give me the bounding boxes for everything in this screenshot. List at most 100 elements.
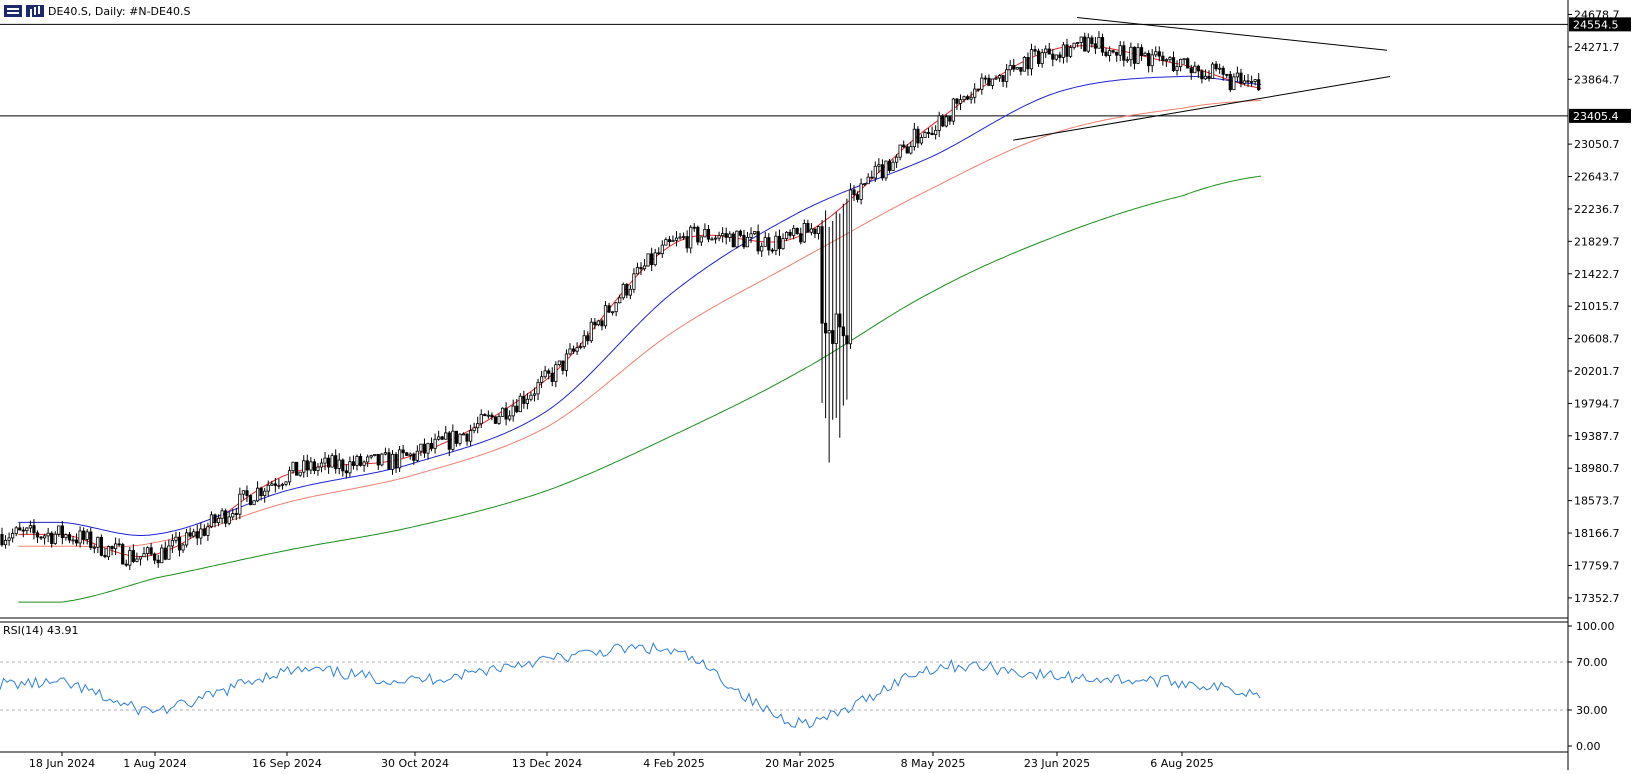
- candle: [405, 452, 409, 456]
- candle-body: [461, 433, 466, 436]
- candle: [1207, 70, 1211, 82]
- candle: [1001, 75, 1005, 88]
- candle: [177, 531, 182, 557]
- candle: [1150, 48, 1154, 73]
- candle: [1250, 75, 1254, 87]
- candle: [1044, 45, 1048, 58]
- candle-body: [955, 98, 959, 104]
- candle-body: [547, 370, 551, 374]
- candle-body: [820, 226, 824, 324]
- rsi-tick-label: 0.00: [1576, 740, 1601, 753]
- candle-body: [674, 237, 679, 241]
- candle-body: [35, 532, 40, 538]
- candle-body: [1193, 65, 1197, 74]
- candle-body: [28, 525, 33, 529]
- candle: [866, 173, 870, 185]
- candle-body: [550, 372, 554, 382]
- candle-body: [248, 495, 253, 506]
- candle: [149, 542, 153, 556]
- candle-body: [831, 330, 835, 344]
- candle-body: [738, 230, 743, 236]
- candle-body: [163, 547, 167, 560]
- candle: [39, 535, 43, 540]
- candle-body: [813, 228, 817, 234]
- candle-body: [1104, 51, 1108, 57]
- candle: [575, 342, 579, 355]
- candle: [479, 409, 483, 428]
- candle: [674, 231, 679, 247]
- candle: [884, 160, 888, 181]
- candle-body: [639, 267, 643, 270]
- candle-body: [1250, 81, 1254, 83]
- candle: [980, 73, 984, 95]
- candle: [1200, 69, 1204, 84]
- candle-body: [96, 536, 100, 548]
- candle-body: [500, 407, 505, 417]
- candle: [1122, 41, 1126, 67]
- candle: [692, 223, 696, 232]
- candle-body: [160, 547, 164, 564]
- candle: [92, 544, 96, 554]
- candle-body: [32, 525, 36, 534]
- candle-body: [1090, 37, 1094, 45]
- candle-body: [366, 456, 370, 463]
- candle-body: [131, 550, 135, 562]
- indicator-icon[interactable]: [26, 5, 44, 17]
- candle-body: [685, 236, 689, 249]
- candle: [454, 430, 459, 447]
- ma-green-line: [18, 175, 1262, 603]
- candle-body: [1076, 42, 1080, 44]
- time-tick-label: 13 Dec 2024: [512, 757, 582, 770]
- candle: [103, 548, 107, 559]
- candle-body: [341, 459, 345, 472]
- candle-body: [71, 539, 75, 542]
- candle-body: [1068, 47, 1073, 57]
- candle-body: [944, 116, 948, 127]
- price-tick-label: 21422.7: [1574, 268, 1620, 281]
- candle: [295, 461, 299, 476]
- candle: [280, 482, 285, 490]
- candle: [926, 128, 931, 138]
- candle: [170, 534, 174, 554]
- time-tick-label: 8 May 2025: [901, 757, 966, 770]
- candle: [241, 490, 245, 500]
- chart-menu-icon[interactable]: [4, 5, 22, 17]
- candle: [813, 228, 817, 239]
- candle: [216, 514, 221, 527]
- upper-trendline: [1076, 17, 1388, 51]
- candle: [1022, 55, 1027, 72]
- candle-body: [880, 164, 885, 179]
- candle-body: [1253, 79, 1257, 82]
- price-tick-label: 17759.7: [1574, 559, 1620, 572]
- candle-body: [987, 77, 991, 86]
- candle-body: [554, 364, 558, 382]
- candle: [206, 522, 210, 541]
- candle-body: [1218, 67, 1222, 70]
- candle-body: [1143, 52, 1147, 56]
- candle: [540, 370, 544, 388]
- candle-body: [472, 427, 476, 431]
- candle-body: [699, 236, 703, 243]
- level-price-label: 23405.4: [1573, 110, 1619, 123]
- candle: [447, 431, 451, 457]
- candle: [710, 236, 714, 241]
- candle-body: [195, 531, 199, 539]
- candle-body: [621, 284, 625, 299]
- candle: [1253, 78, 1257, 86]
- candle: [53, 531, 57, 545]
- candle-body: [238, 493, 242, 515]
- candle: [855, 191, 860, 203]
- candle-body: [1232, 76, 1236, 91]
- candle-body: [383, 452, 388, 455]
- candle-body: [845, 335, 849, 345]
- candle: [426, 442, 430, 460]
- level-price-label: 24554.5: [1573, 18, 1619, 31]
- candle-body: [25, 527, 29, 531]
- candle-body: [255, 487, 260, 502]
- candle: [18, 522, 22, 531]
- candle: [298, 471, 302, 477]
- candle-body: [1221, 67, 1225, 75]
- candle: [110, 545, 114, 556]
- candle: [231, 508, 235, 520]
